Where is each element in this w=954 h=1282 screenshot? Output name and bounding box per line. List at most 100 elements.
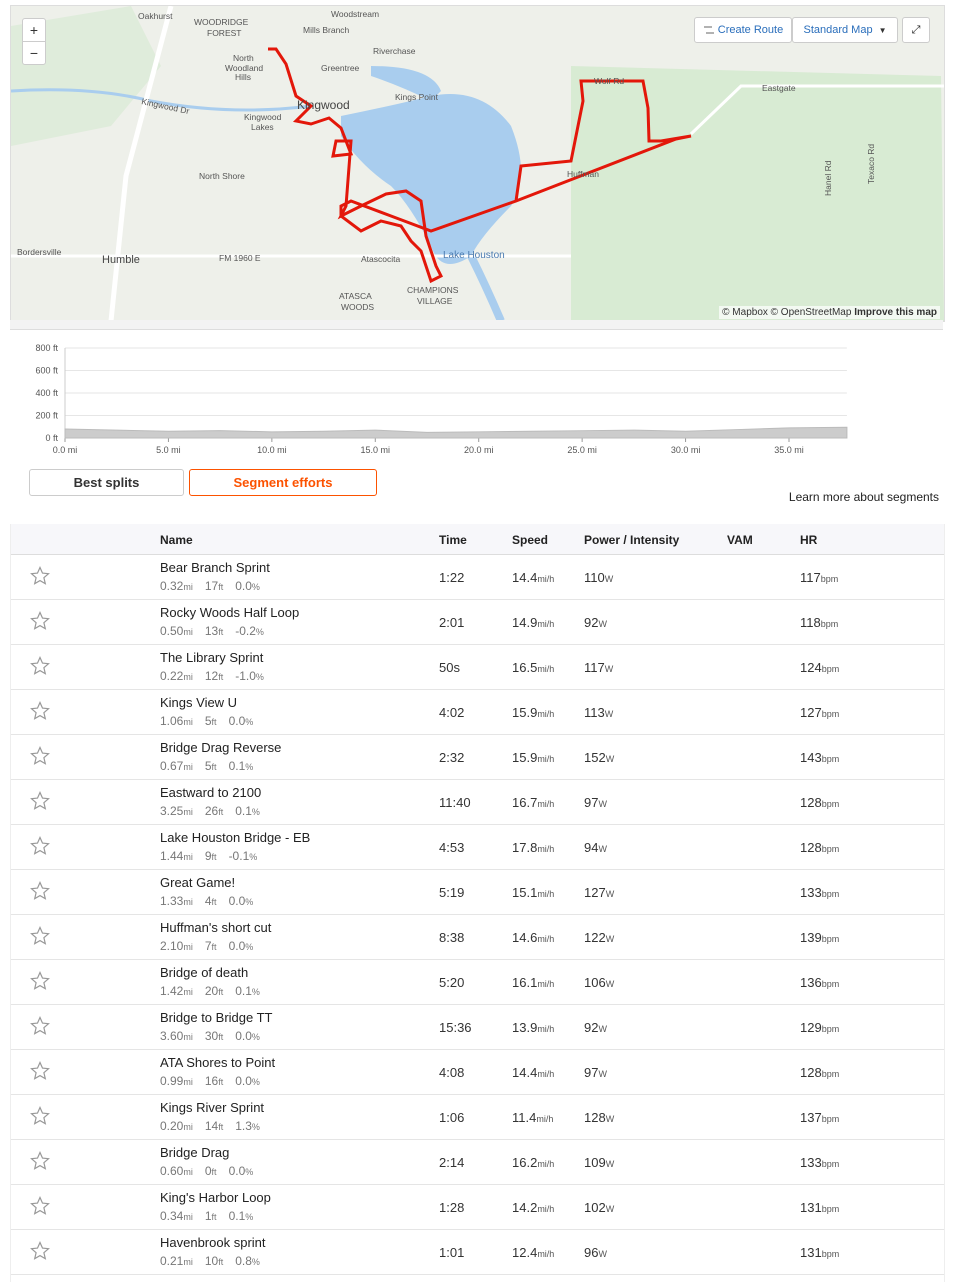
segment-stats: 0.50mi 13ft -0.2% — [160, 624, 264, 638]
power-unit: W — [605, 1159, 615, 1169]
segment-name[interactable]: Kings View U — [160, 695, 238, 710]
star-button[interactable] — [30, 1151, 52, 1173]
speed-unit: mi/h — [537, 1069, 555, 1079]
distance: 0.21 — [160, 1254, 184, 1268]
zoom-out[interactable]: − — [22, 41, 46, 65]
fullscreen[interactable]: ⤢ — [902, 17, 930, 43]
star-button[interactable] — [30, 746, 52, 768]
column-header: Power / Intensity — [584, 533, 680, 547]
time: 1:06 — [439, 1110, 465, 1125]
speed-unit: mi/h — [537, 799, 555, 809]
distance-unit: mi — [183, 1077, 193, 1087]
park — [571, 66, 944, 321]
star-icon — [30, 926, 50, 945]
grade: 1.3 — [235, 1119, 252, 1133]
segment-name[interactable]: Bear Branch Sprint — [160, 560, 270, 575]
speed-value: 16.1 — [512, 975, 538, 990]
time: 5:19 — [439, 885, 465, 900]
segment-row: Havenbrook sprint 0.21mi 10ft 0.8% 1:01 12.… — [11, 1230, 944, 1275]
column-header: Name — [160, 533, 193, 547]
map-style[interactable]: Standard Map ▼ — [792, 17, 898, 43]
star-button[interactable] — [30, 1241, 52, 1263]
power-value: 106 — [584, 975, 606, 990]
improve-link[interactable]: Improve this map — [854, 307, 937, 318]
map-label: Atascocita — [361, 254, 400, 264]
segment-stats: 0.67mi 5ft 0.1% — [160, 759, 253, 773]
tab-active[interactable]: Segment efforts — [189, 469, 377, 496]
speed-value: 15.9 — [512, 750, 538, 765]
segment-row: Rocky Woods Half Loop 0.50mi 13ft -0.2% 2:… — [11, 600, 944, 645]
speed: 17.8mi/h — [512, 840, 554, 855]
tab[interactable]: Best splits — [29, 469, 184, 496]
segment-name[interactable]: Bridge Drag Reverse — [160, 740, 282, 755]
star-button[interactable] — [30, 1196, 52, 1218]
time: 15:36 — [439, 1020, 472, 1035]
elevation: 0 — [204, 1164, 212, 1178]
map: Oakhurst WOODRIDGE FOREST Woodstream Mil… — [10, 5, 945, 322]
time: 2:32 — [439, 750, 465, 765]
map-style-label: Standard Map — [803, 24, 873, 36]
segment-name[interactable]: The Library Sprint — [160, 650, 264, 665]
heart-rate: 133bpm — [800, 885, 839, 900]
map-label: Lakes — [251, 122, 274, 132]
star-button[interactable] — [30, 1016, 52, 1038]
power: 110W — [584, 570, 613, 585]
elevation-unit: ft — [211, 897, 217, 907]
power-value: 92 — [584, 1020, 599, 1035]
speed-unit: mi/h — [536, 1114, 554, 1124]
star-button[interactable] — [30, 701, 52, 723]
star-button[interactable] — [30, 791, 52, 813]
star-icon — [30, 566, 50, 585]
segment-name[interactable]: Great Game! — [160, 875, 236, 890]
speed-unit: mi/h — [537, 1204, 555, 1214]
time: 1:22 — [439, 570, 465, 585]
segment-name[interactable]: King's Harbor Loop — [160, 1190, 271, 1205]
distance-unit: mi — [183, 942, 193, 952]
segment-name[interactable]: Havenbrook sprint — [160, 1235, 266, 1250]
table-header — [11, 524, 944, 555]
star-button[interactable] — [30, 926, 52, 948]
x-tick-label: 0.0 mi — [53, 445, 78, 455]
hr-value: 136 — [800, 975, 822, 990]
create-route[interactable]: Create Route — [694, 17, 792, 43]
distance: 0.20 — [160, 1119, 184, 1133]
map-label: WOODRIDGE — [194, 17, 249, 27]
segment-name[interactable]: Eastward to 2100 — [160, 785, 262, 800]
star-button[interactable] — [30, 836, 52, 858]
segment-name[interactable]: Huffman's short cut — [160, 920, 272, 935]
segment-name[interactable]: Rocky Woods Half Loop — [160, 605, 300, 620]
star-button[interactable] — [30, 971, 52, 993]
segment-name[interactable]: Kings River Sprint — [160, 1100, 265, 1115]
segment-name[interactable]: Bridge to Bridge TT — [160, 1010, 273, 1025]
segment-name[interactable]: Bridge of death — [160, 965, 249, 980]
segment-name[interactable]: Bridge Drag — [160, 1145, 230, 1160]
elevation-area — [64, 426, 848, 439]
star-button[interactable] — [30, 1061, 52, 1083]
learn-more-link[interactable]: Learn more about segments — [788, 490, 939, 504]
segment-stats: 3.60mi 30ft 0.0% — [160, 1029, 260, 1043]
power-unit: W — [604, 574, 614, 584]
star-button[interactable] — [30, 656, 52, 678]
column-header: Time — [439, 533, 467, 547]
power: 128W — [584, 1110, 614, 1125]
route — [268, 47, 692, 284]
time: 50s — [439, 660, 460, 675]
map-label: Bordersville — [17, 247, 62, 257]
segment-stats: 0.60mi 0ft 0.0% — [160, 1164, 253, 1178]
segment-name[interactable]: ATA Shores to Point — [160, 1055, 276, 1070]
star-icon — [30, 1061, 50, 1080]
star-button[interactable] — [30, 566, 52, 588]
segment-name[interactable]: Lake Houston Bridge - EB — [160, 830, 311, 845]
speed: 14.4mi/h — [512, 1065, 554, 1080]
heart-rate: 128bpm — [800, 840, 839, 855]
zoom-in[interactable]: + — [22, 18, 46, 42]
power: 92W — [584, 1020, 607, 1035]
distance: 0.22 — [160, 669, 184, 683]
y-tick-label: 600 ft — [35, 366, 58, 376]
segment-stats: 1.42mi 20ft 0.1% — [160, 984, 260, 998]
star-button[interactable] — [30, 611, 52, 633]
star-button[interactable] — [30, 881, 52, 903]
star-button[interactable] — [30, 1106, 52, 1128]
grade: 0.0 — [228, 894, 246, 908]
power-value: 122 — [584, 930, 606, 945]
